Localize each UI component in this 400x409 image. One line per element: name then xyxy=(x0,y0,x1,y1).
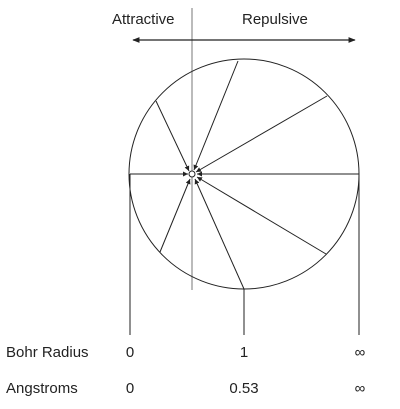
radial-line xyxy=(196,176,327,255)
angstroms-value-bohr: 0.53 xyxy=(229,380,259,397)
radial-line xyxy=(193,60,239,171)
attractive-label: Attractive xyxy=(112,11,175,28)
bohr-radius-value-infinity: ∞ xyxy=(354,344,366,361)
radial-line xyxy=(195,95,328,173)
bohr-radius-value-one: 1 xyxy=(239,344,249,361)
bohr-radius-row-label: Bohr Radius xyxy=(6,344,89,361)
radial-line xyxy=(194,178,245,290)
angstroms-value-zero: 0 xyxy=(125,380,135,397)
radial-line xyxy=(155,100,190,172)
angstroms-value-infinity: ∞ xyxy=(354,380,366,397)
nucleus-point xyxy=(188,170,196,178)
radial-line xyxy=(159,178,191,253)
radial-lines xyxy=(130,60,359,290)
angstroms-row-label: Angstroms xyxy=(6,380,78,397)
bohr-radius-value-zero: 0 xyxy=(125,344,135,361)
repulsive-label: Repulsive xyxy=(242,11,308,28)
